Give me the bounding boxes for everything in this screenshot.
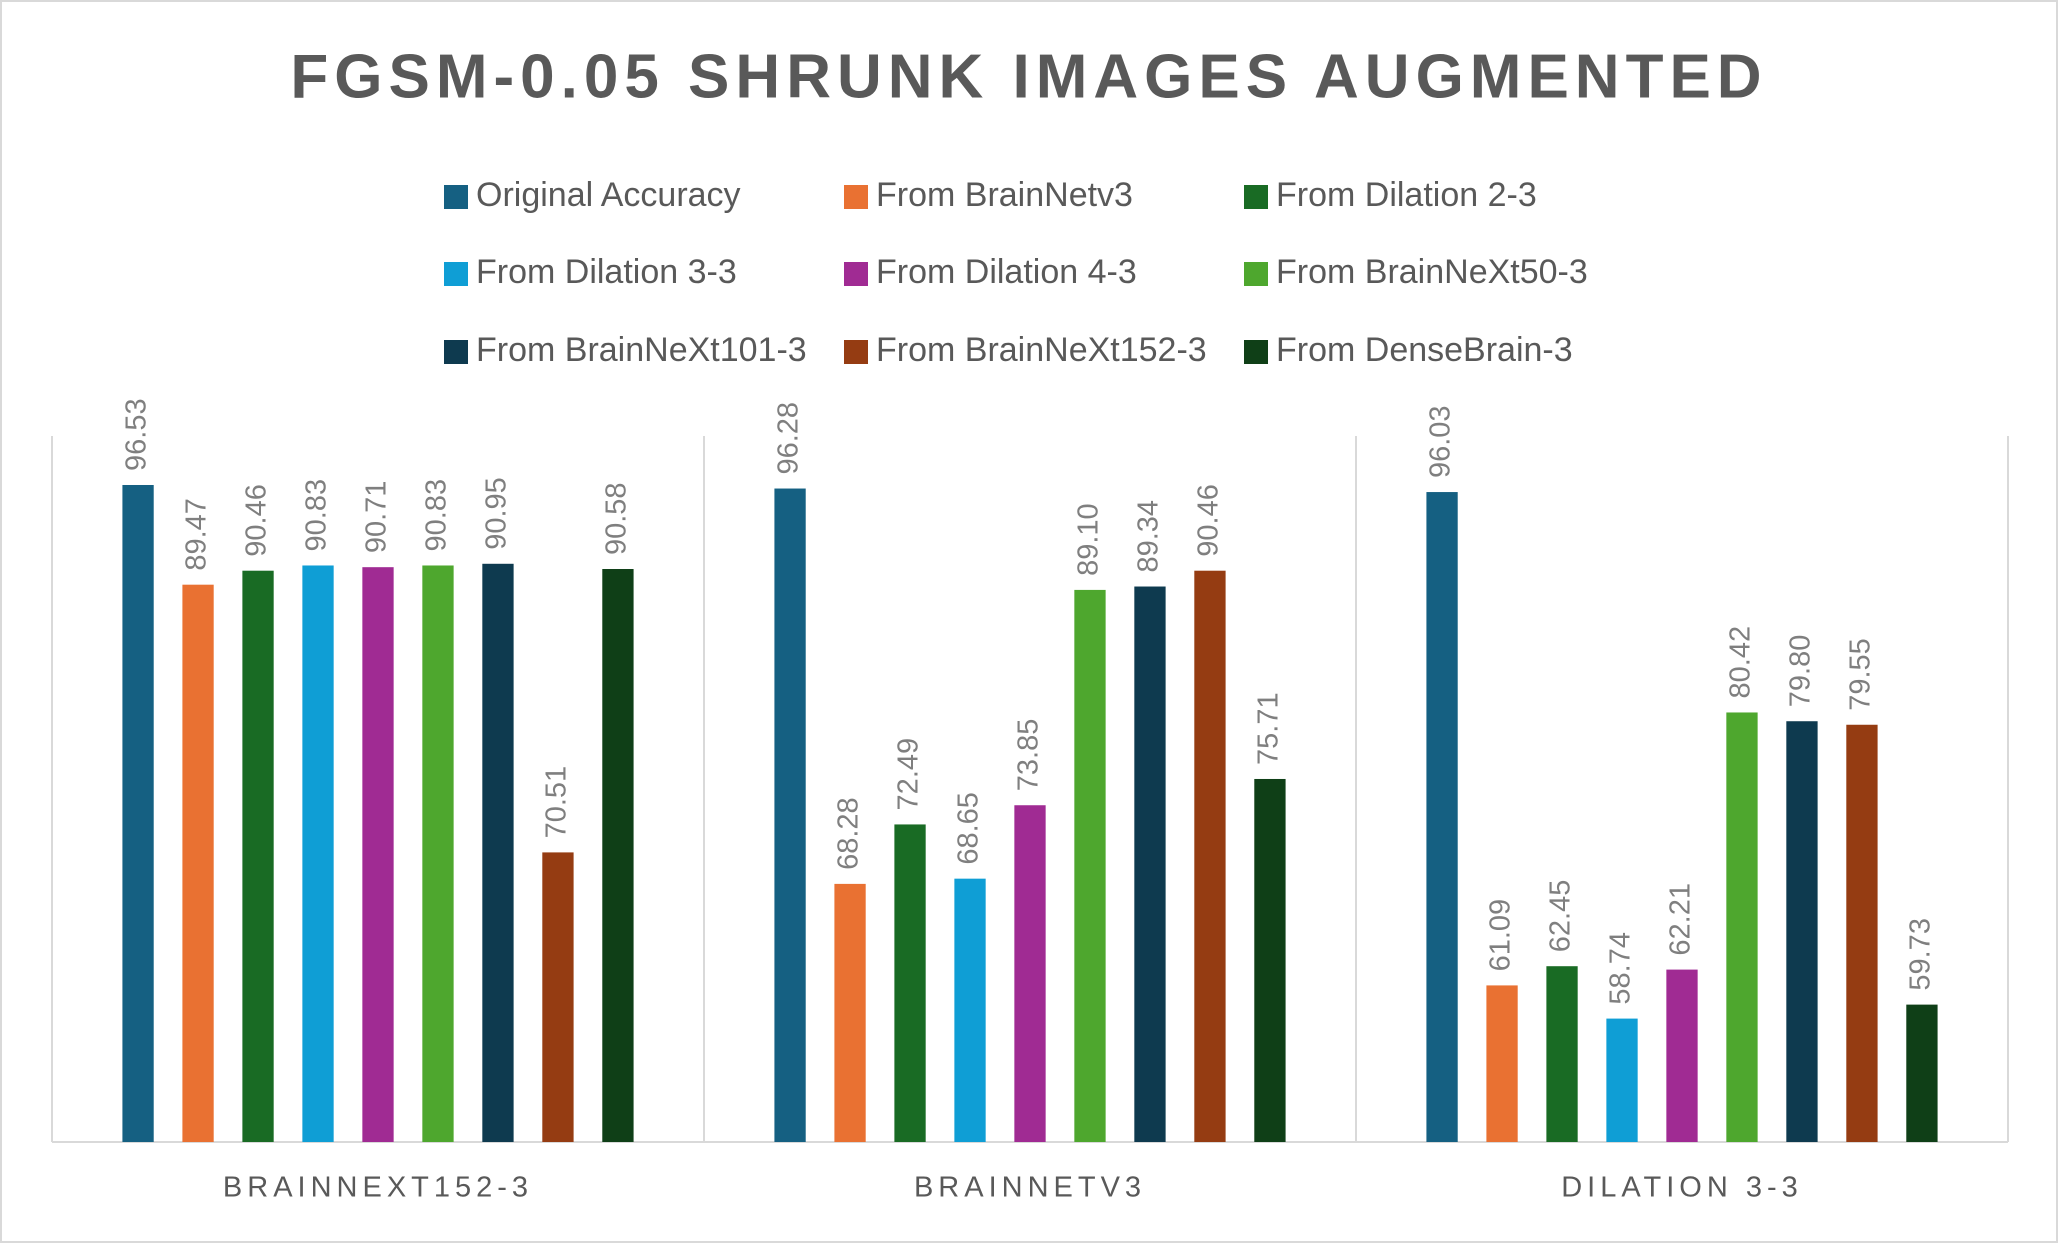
bar xyxy=(122,484,154,1142)
data-label: 62.21 xyxy=(1665,883,1697,956)
bar xyxy=(542,852,574,1142)
bar xyxy=(954,878,986,1142)
legend-label: Original Accuracy xyxy=(476,176,741,214)
bar xyxy=(1254,778,1286,1142)
bar xyxy=(1906,1004,1938,1142)
bar xyxy=(1666,969,1698,1142)
data-label: 96.53 xyxy=(121,398,153,471)
data-label: 68.28 xyxy=(833,797,865,870)
data-label: 89.34 xyxy=(1133,500,1165,573)
bar xyxy=(1486,985,1518,1142)
data-label: 90.46 xyxy=(1193,484,1225,557)
bar xyxy=(422,565,454,1142)
data-label: 59.73 xyxy=(1905,918,1937,991)
bar xyxy=(1074,589,1106,1142)
legend-swatch xyxy=(844,262,868,286)
x-tick-label: BRAINNEXT152-3 xyxy=(223,1172,533,1204)
data-label: 62.45 xyxy=(1545,880,1577,953)
data-label: 90.58 xyxy=(601,482,633,555)
legend-swatch xyxy=(444,340,468,364)
legend-label: From DenseBrain-3 xyxy=(1276,331,1573,369)
data-label: 90.71 xyxy=(361,481,393,554)
bar xyxy=(894,824,926,1142)
legend-swatch xyxy=(444,262,468,286)
data-label: 90.95 xyxy=(481,477,513,550)
bar xyxy=(182,584,214,1142)
legend-swatch xyxy=(1244,262,1268,286)
data-label: 70.51 xyxy=(541,766,573,839)
data-label: 79.55 xyxy=(1845,638,1877,711)
x-tick-label: DILATION 3-3 xyxy=(1561,1172,1803,1204)
bar xyxy=(1134,586,1166,1142)
legend-label: From Dilation 3-3 xyxy=(476,253,737,291)
data-label: 79.80 xyxy=(1785,635,1817,708)
legend-label: From BrainNetv3 xyxy=(876,176,1133,214)
data-label: 90.83 xyxy=(301,479,333,552)
legend-label: From Dilation 4-3 xyxy=(876,253,1137,291)
legend-swatch xyxy=(444,185,468,209)
data-label: 89.47 xyxy=(181,498,213,571)
chart-title: FGSM-0.05 SHRUNK IMAGES AUGMENTED xyxy=(290,42,1767,111)
x-tick-label: BRAINNETV3 xyxy=(914,1172,1146,1204)
data-label: 72.49 xyxy=(893,738,925,811)
data-label: 96.03 xyxy=(1425,405,1457,478)
data-label: 90.83 xyxy=(421,479,453,552)
data-label: 89.10 xyxy=(1073,503,1105,576)
bar xyxy=(774,488,806,1143)
bar xyxy=(482,563,514,1142)
bar xyxy=(1846,724,1878,1142)
bar xyxy=(834,883,866,1142)
data-label: 73.85 xyxy=(1013,719,1045,792)
data-label: 75.71 xyxy=(1253,692,1285,765)
legend-label: From BrainNeXt50-3 xyxy=(1276,253,1588,291)
bar xyxy=(602,569,634,1142)
legend-swatch xyxy=(844,185,868,209)
legend-swatch xyxy=(844,340,868,364)
legend-label: From Dilation 2-3 xyxy=(1276,176,1537,214)
bar xyxy=(302,565,334,1142)
data-label: 68.65 xyxy=(953,792,985,865)
bar xyxy=(362,567,394,1142)
bar xyxy=(242,570,274,1142)
legend-swatch xyxy=(1244,340,1268,364)
data-label: 58.74 xyxy=(1605,932,1637,1005)
bar xyxy=(1726,712,1758,1142)
bar xyxy=(1426,492,1458,1142)
bar xyxy=(1194,570,1226,1142)
data-label: 96.28 xyxy=(773,402,805,475)
bar xyxy=(1546,966,1578,1142)
data-label: 61.09 xyxy=(1485,899,1517,972)
legend-label: From BrainNeXt101-3 xyxy=(476,331,807,369)
legend-label: From BrainNeXt152-3 xyxy=(876,331,1207,369)
data-label: 80.42 xyxy=(1725,626,1757,699)
bar xyxy=(1606,1018,1638,1142)
data-label: 90.46 xyxy=(241,484,273,557)
bar xyxy=(1786,721,1818,1142)
legend-swatch xyxy=(1244,185,1268,209)
bar xyxy=(1014,805,1046,1142)
